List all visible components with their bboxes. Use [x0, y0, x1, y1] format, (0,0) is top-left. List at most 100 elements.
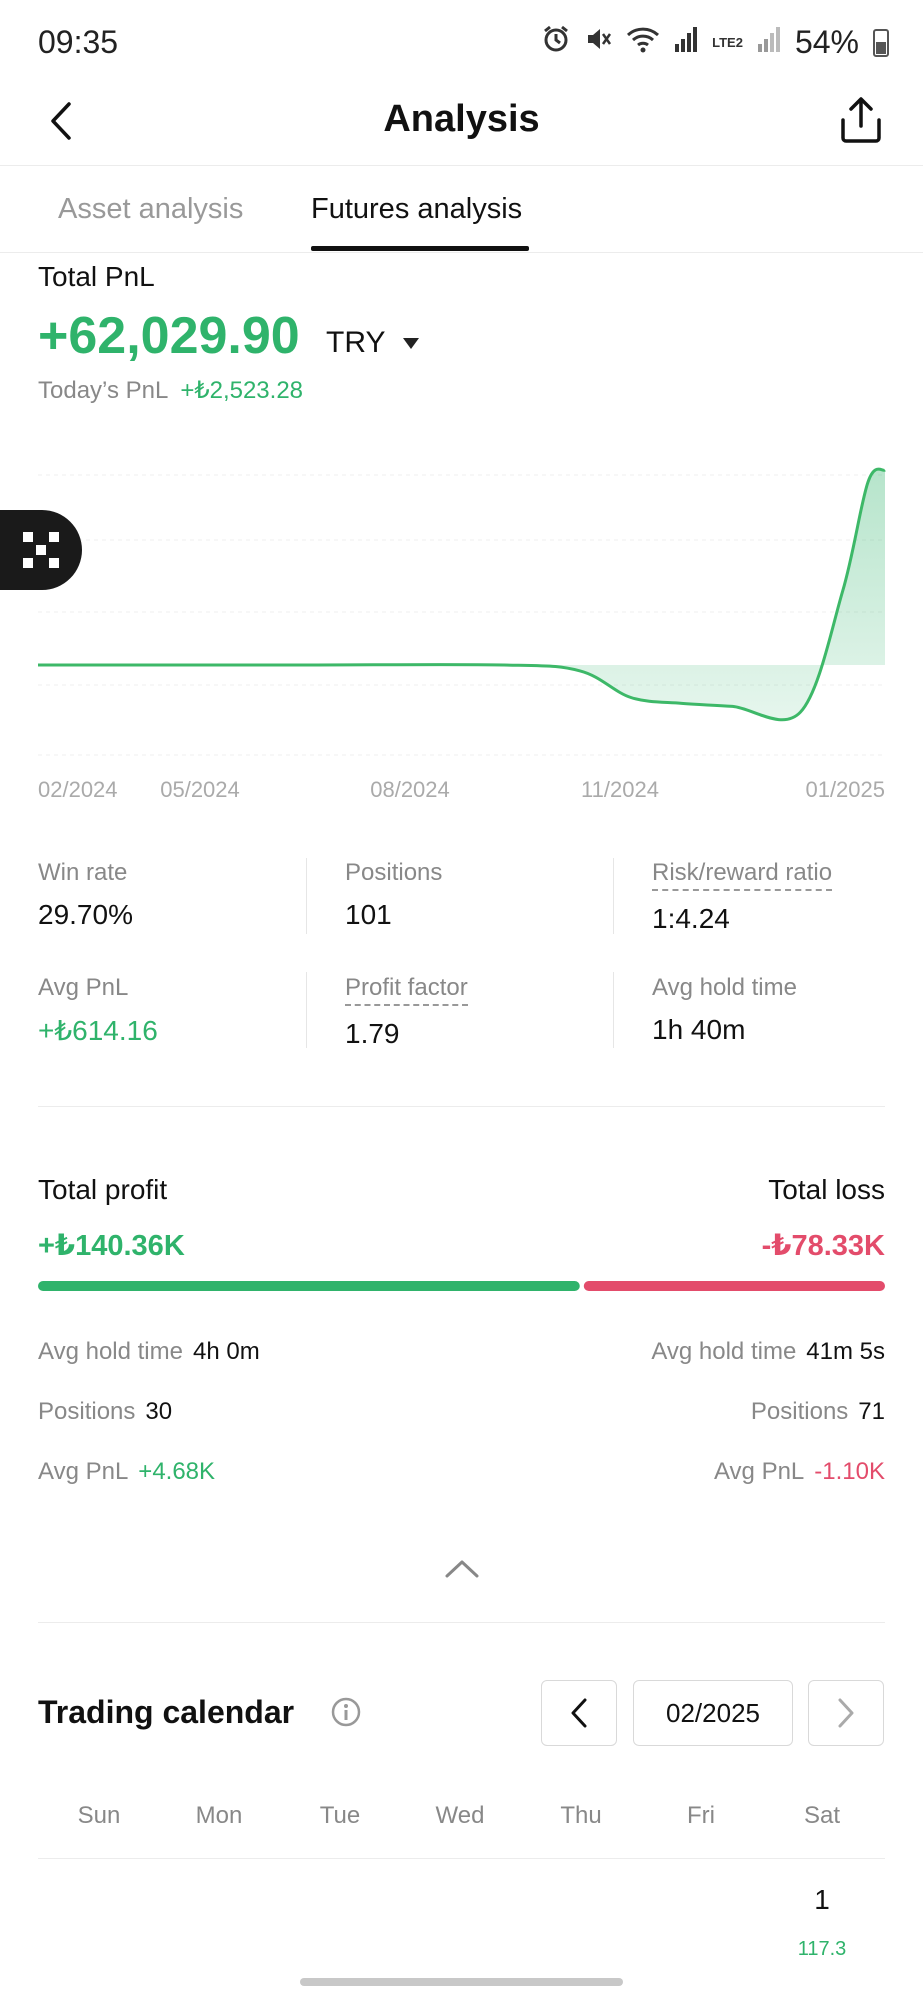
chevron-left-icon: [571, 1698, 587, 1728]
page-title: Analysis: [383, 98, 540, 140]
divider: [613, 858, 614, 934]
divider: [306, 858, 307, 934]
weekday-thu: Thu: [560, 1802, 602, 1829]
tab-asset-analysis[interactable]: Asset analysis: [58, 193, 244, 225]
weekday-wed: Wed: [435, 1802, 485, 1829]
loss-bar-segment: [583, 1281, 885, 1291]
status-bar: 09:35 LTE2 54%: [0, 0, 923, 80]
weekday-tue: Tue: [319, 1802, 361, 1829]
caret-down-icon: [403, 337, 420, 349]
currency-dropdown[interactable]: TRY: [326, 326, 420, 360]
qr-icon: [23, 532, 59, 568]
prev-month-button[interactable]: [541, 1680, 617, 1746]
loss-avg-pnl: Avg PnL -1.10K: [714, 1458, 885, 1486]
network-type-icon: LTE2: [712, 35, 743, 50]
chart-x-tick-label: 08/2024: [370, 777, 450, 802]
row-value: -1.10K: [814, 1458, 885, 1485]
chart-x-tick-label: 11/2024: [581, 777, 659, 802]
status-icons: LTE2 54%: [542, 24, 889, 61]
info-icon[interactable]: [330, 1696, 362, 1728]
stat-label: Win rate: [38, 859, 128, 886]
stat-value: +₺614.16: [38, 1015, 158, 1046]
stat-label: Risk/reward ratio: [652, 859, 833, 891]
total-pnl-value: +62,029.90: [38, 307, 300, 365]
stat-label: Avg PnL: [38, 974, 129, 1001]
currency-label: TRY: [326, 326, 386, 359]
row-value: 4h 0m: [192, 1338, 260, 1365]
alarm-icon: [542, 25, 570, 60]
profit-loss-bar: [38, 1281, 885, 1291]
row-label: Avg PnL: [38, 1458, 129, 1485]
section-divider: [38, 1106, 885, 1107]
pnl-chart: 02/2024 05/2024 08/2024 11/2024 01/2025: [37, 467, 886, 802]
total-pnl-label: Total PnL: [38, 261, 155, 292]
divider: [306, 972, 307, 1048]
profit-avg-hold: Avg hold time 4h 0m: [38, 1338, 260, 1366]
battery-percent: 54%: [794, 24, 859, 60]
total-profit-title: Total profit: [38, 1174, 168, 1205]
todays-pnl-label: Today’s PnL: [38, 377, 169, 404]
stat-value: 29.70%: [38, 899, 133, 930]
stat-profit-factor[interactable]: Profit factor 1.79: [345, 974, 468, 1050]
share-button[interactable]: [833, 90, 889, 150]
stat-risk-reward[interactable]: Risk/reward ratio 1:4.24: [652, 859, 833, 935]
stat-label: Positions: [345, 859, 443, 886]
chart-area-fill: [38, 469, 885, 720]
stat-avg-pnl: Avg PnL +₺614.16: [38, 974, 158, 1047]
next-month-button[interactable]: [808, 1680, 884, 1746]
tab-futures-analysis[interactable]: Futures analysis: [311, 193, 523, 225]
month-selector[interactable]: 02/2025: [633, 1680, 793, 1746]
chevron-up-icon: [445, 1560, 479, 1578]
total-loss-value: -₺78.33K: [761, 1230, 885, 1262]
chevron-right-icon: [838, 1698, 854, 1728]
analysis-tabs: Asset analysis Futures analysis: [0, 167, 923, 253]
app-header: Analysis: [0, 80, 923, 166]
row-value: 41m 5s: [806, 1338, 885, 1365]
chevron-left-icon: [51, 102, 71, 140]
chart-x-tick-label: 05/2024: [160, 777, 240, 802]
stat-positions: Positions 101: [345, 859, 442, 931]
loss-positions: Positions 71: [751, 1398, 885, 1426]
loss-avg-hold: Avg hold time 41m 5s: [651, 1338, 885, 1366]
profit-bar-segment: [38, 1281, 580, 1291]
calendar-divider: [38, 1858, 885, 1859]
weekday-fri: Fri: [687, 1802, 715, 1829]
floating-qr-button[interactable]: [0, 510, 82, 590]
weekday-sat: Sat: [803, 1802, 841, 1829]
chart-x-tick-label: 01/2025: [805, 777, 885, 802]
chart-series-line: [37, 467, 886, 722]
divider: [613, 972, 614, 1048]
row-value: +4.68K: [138, 1458, 216, 1485]
section-divider: [38, 1622, 885, 1623]
profit-positions: Positions 30: [38, 1398, 172, 1426]
todays-pnl: Today’s PnL +₺2,523.28: [38, 376, 303, 405]
back-button[interactable]: [36, 96, 86, 146]
stat-win-rate: Win rate 29.70%: [38, 859, 133, 931]
stat-label: Avg hold time: [652, 974, 797, 1001]
chart-x-tick-label: 02/2024: [38, 777, 118, 802]
signal-2-icon: [757, 26, 781, 59]
profit-avg-pnl: Avg PnL +4.68K: [38, 1458, 215, 1486]
stat-value: 101: [345, 899, 392, 930]
stat-value: 1:4.24: [652, 903, 730, 934]
collapse-button[interactable]: [436, 1552, 488, 1586]
weekday-sun: Sun: [77, 1802, 121, 1829]
calendar-day[interactable]: 1: [814, 1884, 830, 1915]
stat-label: Profit factor: [345, 974, 468, 1006]
calendar-title: Trading calendar: [38, 1694, 295, 1730]
row-label: Positions: [38, 1398, 136, 1425]
calendar-day-pnl: 117.3: [797, 1938, 847, 1960]
share-icon: [841, 97, 881, 143]
mute-icon: [584, 25, 612, 60]
stat-avg-hold-time: Avg hold time 1h 40m: [652, 974, 797, 1046]
total-profit-value: +₺140.36K: [38, 1230, 185, 1262]
total-loss-title: Total loss: [768, 1174, 885, 1205]
signal-icon: [674, 26, 698, 59]
row-label: Avg hold time: [38, 1338, 183, 1365]
row-label: Avg PnL: [713, 1458, 805, 1485]
status-time: 09:35: [38, 24, 119, 60]
row-value: 30: [145, 1398, 173, 1425]
wifi-icon: [626, 25, 660, 60]
weekday-mon: Mon: [195, 1802, 243, 1829]
row-label: Avg hold time: [651, 1338, 797, 1365]
